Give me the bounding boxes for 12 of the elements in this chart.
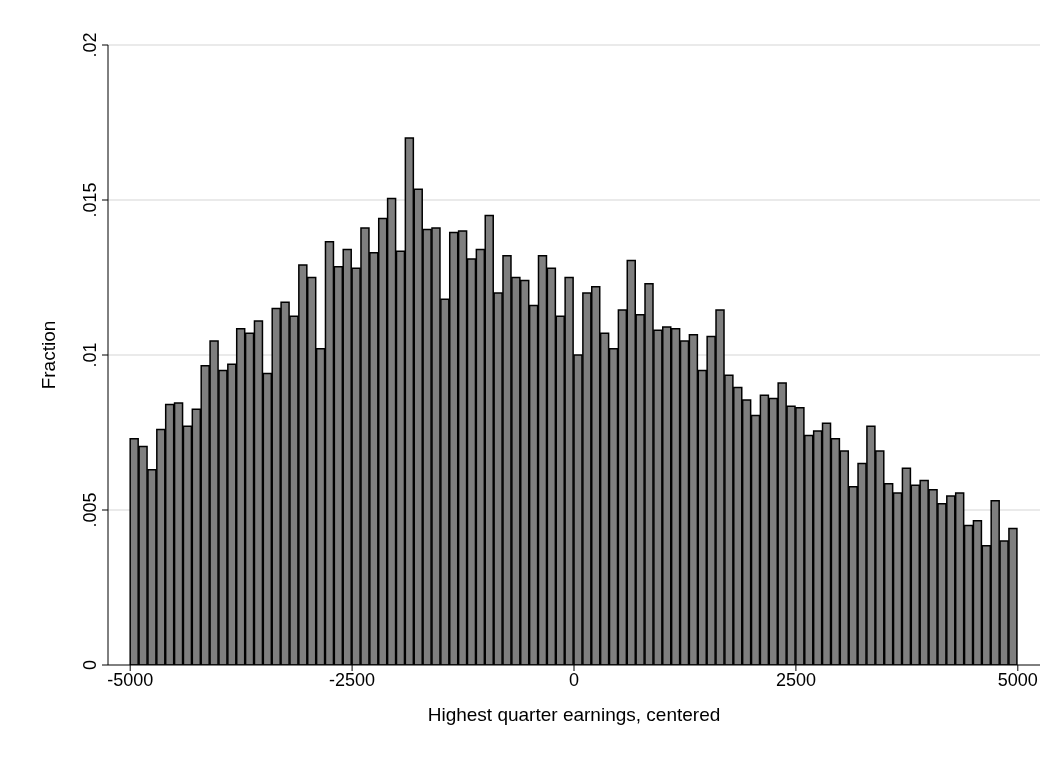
x-tick-label: 0 bbox=[568, 669, 580, 690]
y-tick-label: .005 bbox=[80, 492, 100, 528]
y-tick-label: .02 bbox=[80, 32, 100, 58]
x-tick-label: -2500 bbox=[329, 669, 376, 690]
x-tick-label: -5000 bbox=[107, 669, 154, 690]
x-tick-label: 5000 bbox=[997, 669, 1038, 690]
y-tick-label: 0 bbox=[80, 659, 100, 671]
x-axis-title: Highest quarter earnings, centered bbox=[427, 704, 721, 725]
y-axis-title: Fraction bbox=[37, 320, 59, 390]
x-tick-label: 2500 bbox=[775, 669, 816, 690]
y-tick-label: .015 bbox=[80, 182, 100, 218]
y-tick-label: .01 bbox=[80, 342, 100, 368]
